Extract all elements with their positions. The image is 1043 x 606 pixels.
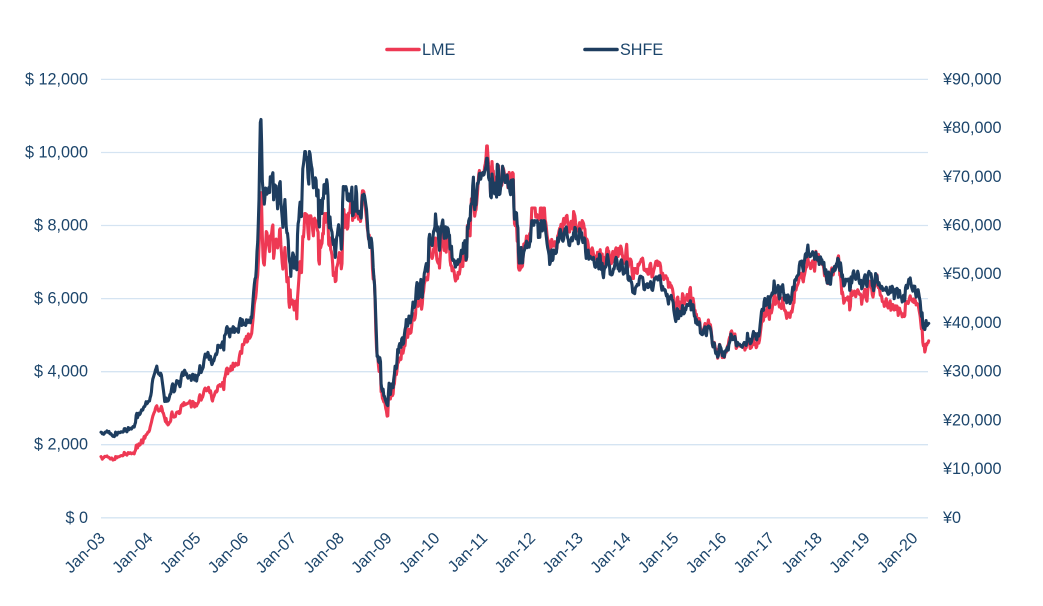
svg-text:¥80,000: ¥80,000 [942,119,1002,137]
svg-text:¥0: ¥0 [942,509,961,527]
svg-text:$ 2,000: $ 2,000 [34,436,88,454]
svg-text:¥90,000: ¥90,000 [942,70,1002,88]
svg-text:$ 4,000: $ 4,000 [34,363,88,381]
svg-text:¥20,000: ¥20,000 [942,411,1002,429]
svg-text:¥60,000: ¥60,000 [942,217,1002,235]
svg-text:¥50,000: ¥50,000 [942,265,1002,283]
svg-text:SHFE: SHFE [620,41,663,59]
svg-text:¥70,000: ¥70,000 [942,168,1002,186]
svg-text:¥30,000: ¥30,000 [942,363,1002,381]
svg-text:$ 10,000: $ 10,000 [25,144,88,162]
svg-text:¥10,000: ¥10,000 [942,460,1002,478]
svg-text:LME: LME [422,41,455,59]
svg-text:$ 6,000: $ 6,000 [34,290,88,308]
svg-text:$ 8,000: $ 8,000 [34,217,88,235]
svg-text:$ 12,000: $ 12,000 [25,70,88,88]
svg-text:$ 0: $ 0 [65,509,88,527]
svg-text:¥40,000: ¥40,000 [942,314,1002,332]
